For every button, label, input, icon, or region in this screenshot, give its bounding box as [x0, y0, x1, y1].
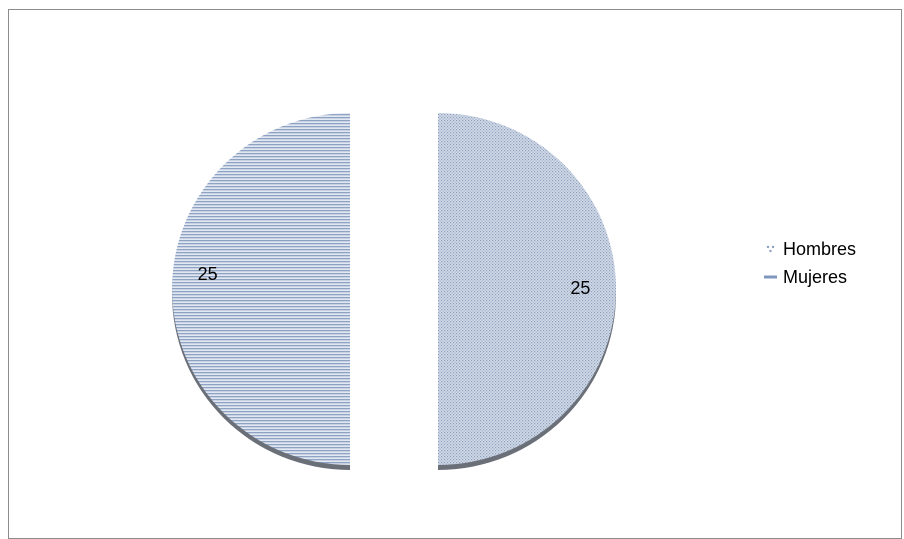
line-swatch-icon — [762, 270, 780, 284]
legend-item-mujeres: Mujeres — [762, 264, 856, 290]
pie-slice-mujeres — [172, 113, 350, 465]
pie-slice-hombres — [438, 113, 616, 465]
legend-label-mujeres: Mujeres — [783, 266, 848, 287]
legend-item-hombres: Hombres — [762, 236, 856, 262]
legend: Hombres Mujeres — [762, 236, 856, 292]
data-label-hombres: 25 — [570, 278, 590, 298]
data-label-mujeres: 25 — [198, 264, 218, 284]
legend-label-hombres: Hombres — [783, 238, 857, 259]
dotted-swatch-icon — [762, 242, 780, 256]
